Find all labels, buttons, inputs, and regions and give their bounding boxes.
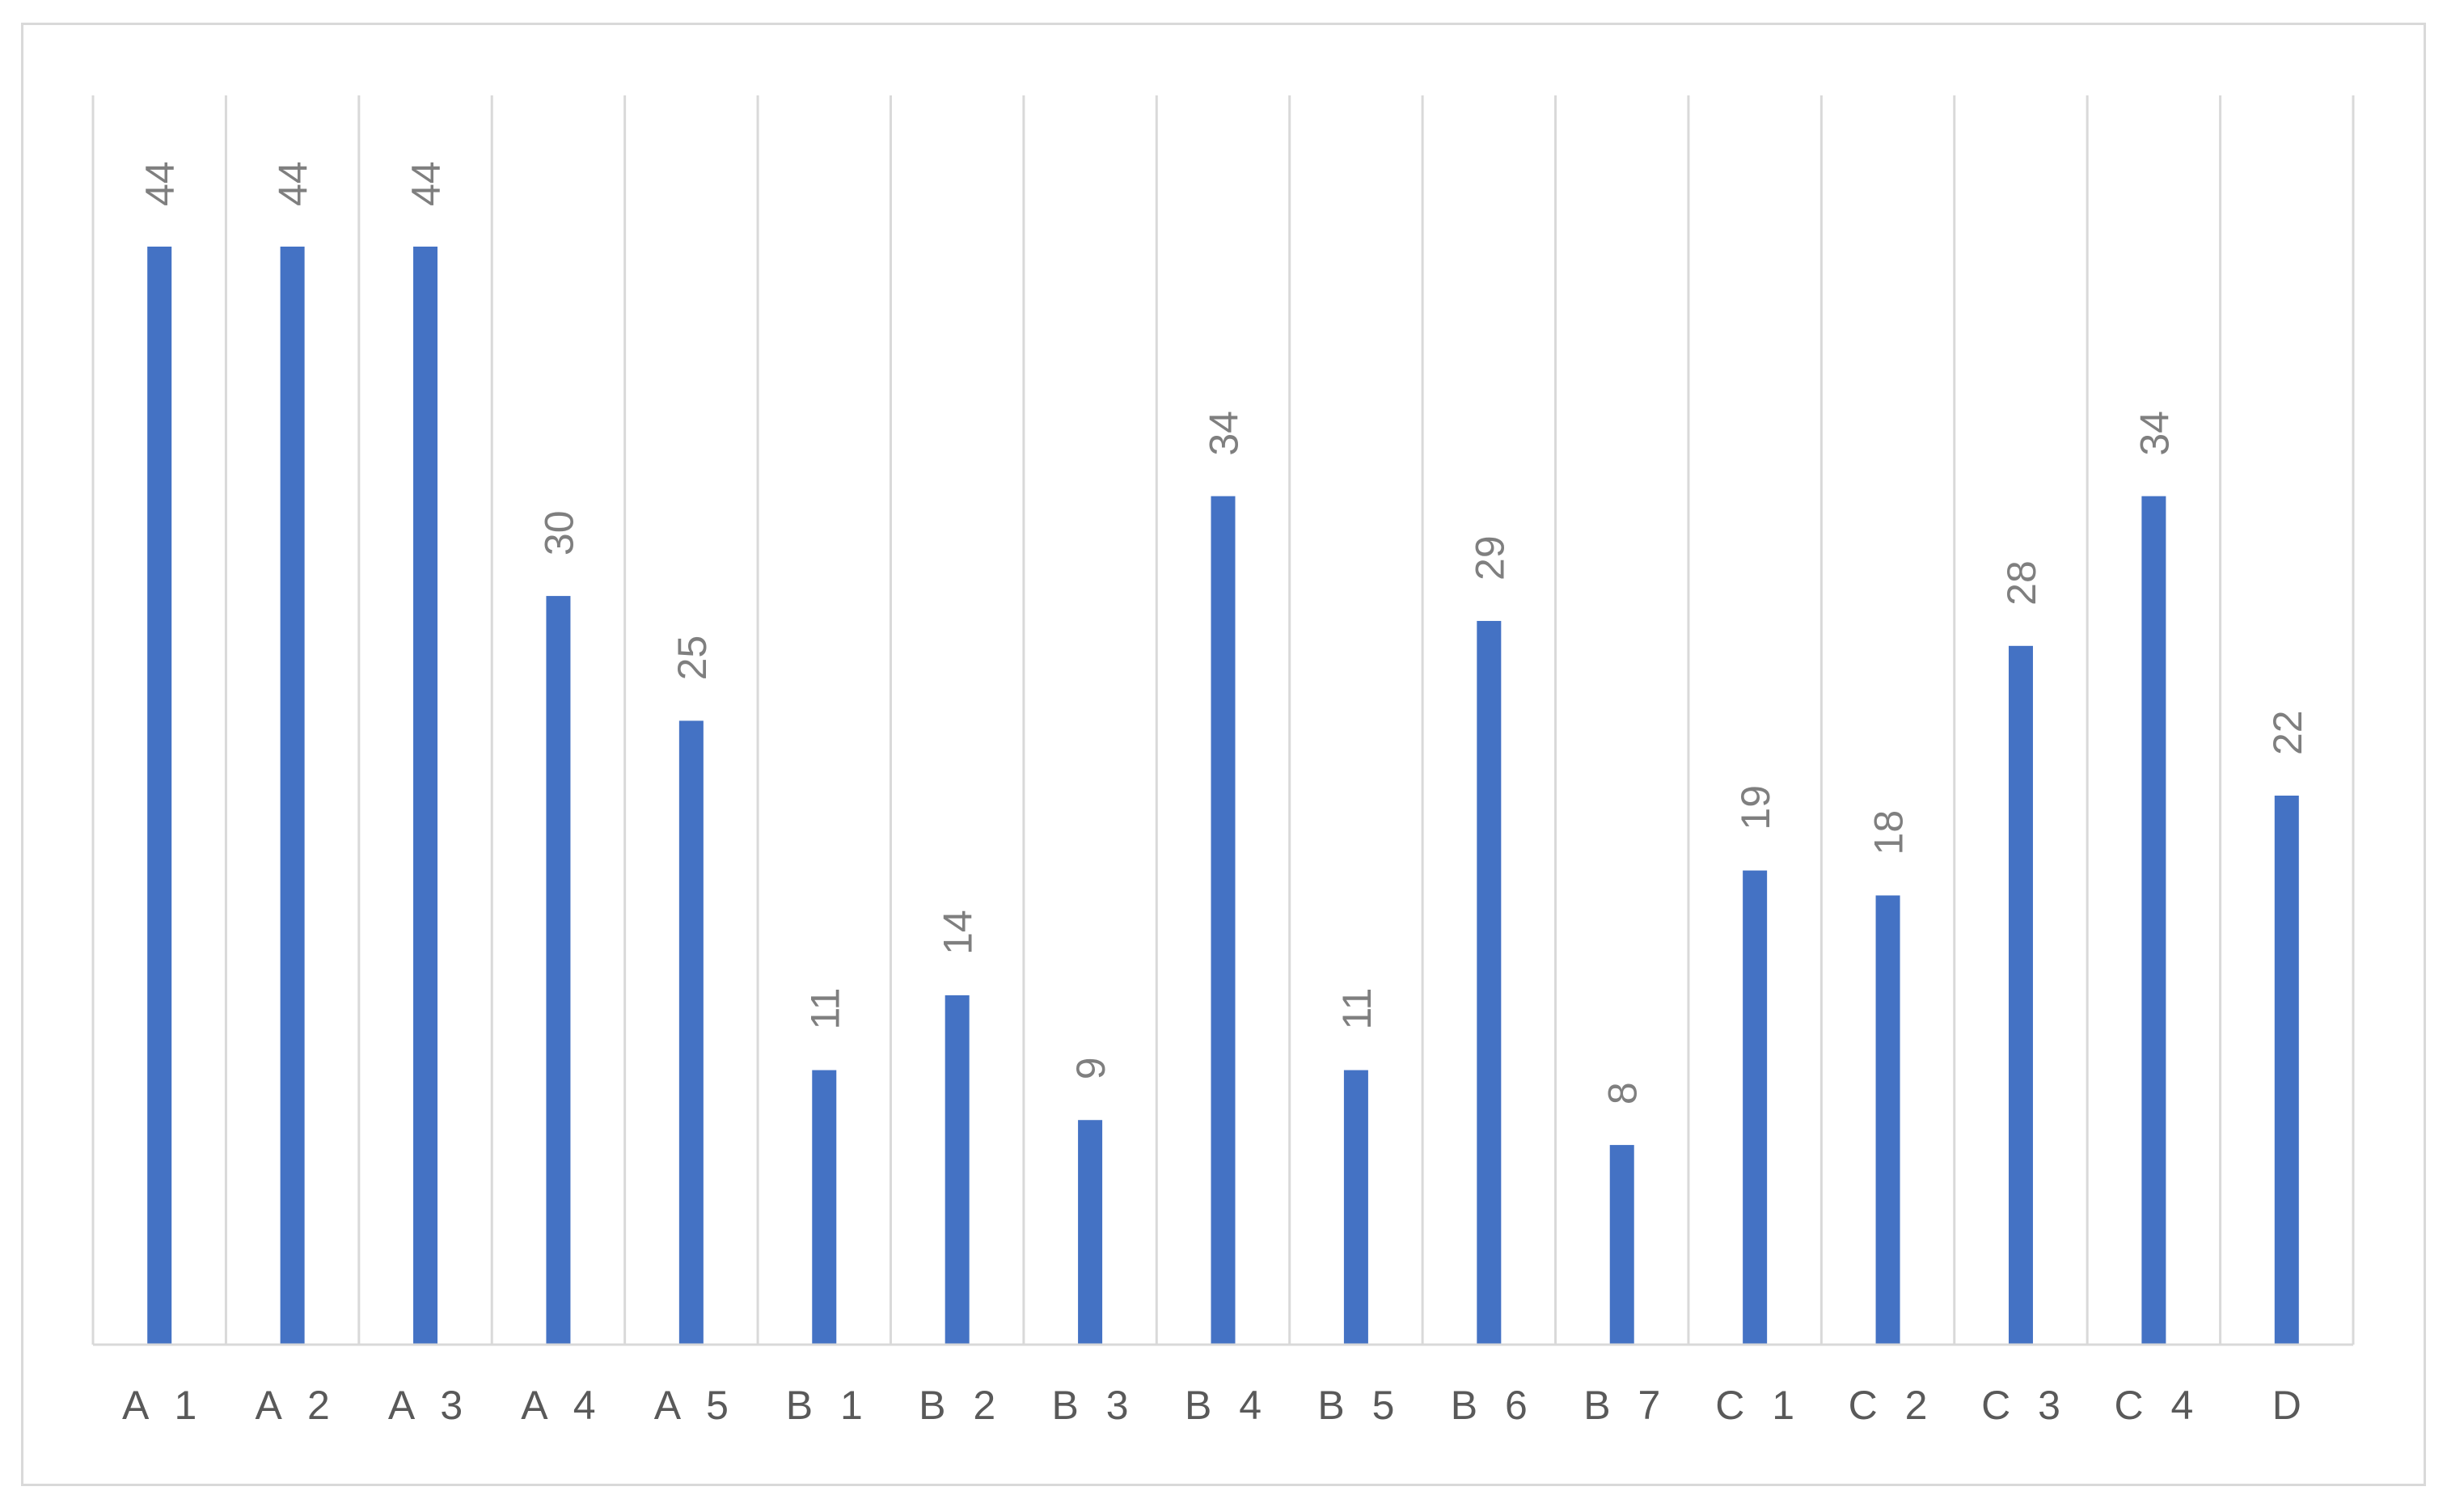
category-label: B 5 [1317,1383,1402,1428]
category-label: B 1 [786,1383,871,1428]
category-label: C 2 [1849,1383,1936,1428]
data-label: 18 [1866,810,1912,855]
category-label: A 4 [521,1383,603,1428]
data-label: 9 [1068,1057,1114,1079]
bar-c3 [2008,645,2033,1345]
data-label: 44 [137,161,183,206]
bar-b5 [1343,1070,1368,1345]
data-label: 11 [802,988,847,1030]
data-label: 44 [271,161,316,206]
data-labels: 44 44 44 30 25 11 14 9 34 11 29 8 19 18 28 34 22 [137,161,2310,1104]
bar-b4 [1211,496,1236,1345]
bar-b6 [1477,620,1502,1345]
category-label: B 7 [1583,1383,1668,1428]
category-label: B 6 [1451,1383,1536,1428]
category-label: A 2 [255,1383,337,1428]
category-labels: A 1 A 2 A 3 A 4 A 5 B 1 B 2 B 3 B 4 B 5 B 6 B 7 C 1 C… [122,1383,2310,1428]
bar-c2 [1875,895,1900,1345]
bar-c4 [2141,496,2166,1345]
data-label: 19 [1733,785,1778,830]
bar-b1 [812,1070,837,1345]
category-label: A 1 [122,1383,205,1428]
bar-a4 [546,596,571,1345]
data-label: 28 [1999,560,2044,606]
bar-a2 [280,247,305,1345]
bar-c1 [1743,870,1768,1345]
category-label: B 4 [1185,1383,1270,1428]
category-label: C 1 [1715,1383,1802,1428]
data-label: 29 [1467,535,1512,581]
category-label: D [2272,1383,2310,1428]
data-label: 34 [1202,411,1247,456]
bars [147,247,2299,1345]
data-label: 14 [936,910,981,955]
bar-b7 [1609,1145,1634,1345]
data-label: 8 [1600,1082,1646,1104]
data-label: 44 [404,161,449,206]
data-label: 30 [536,510,581,555]
bar-a1 [147,247,172,1345]
bar-b2 [945,995,970,1345]
category-label: B 3 [1052,1383,1137,1428]
bar-a3 [413,247,438,1345]
category-label: A 3 [388,1383,471,1428]
data-label: 22 [2265,710,2310,755]
category-label: B 2 [919,1383,1004,1428]
bar-b3 [1078,1120,1103,1345]
data-label: 34 [2132,411,2177,456]
category-label: C 4 [2114,1383,2201,1428]
data-label: 25 [670,636,715,681]
category-label: A 5 [654,1383,737,1428]
bar-a5 [678,720,704,1345]
gridlines [91,95,2355,1345]
category-label: C 3 [1981,1383,2069,1428]
bar-d [2274,796,2299,1345]
data-label: 11 [1334,988,1380,1030]
